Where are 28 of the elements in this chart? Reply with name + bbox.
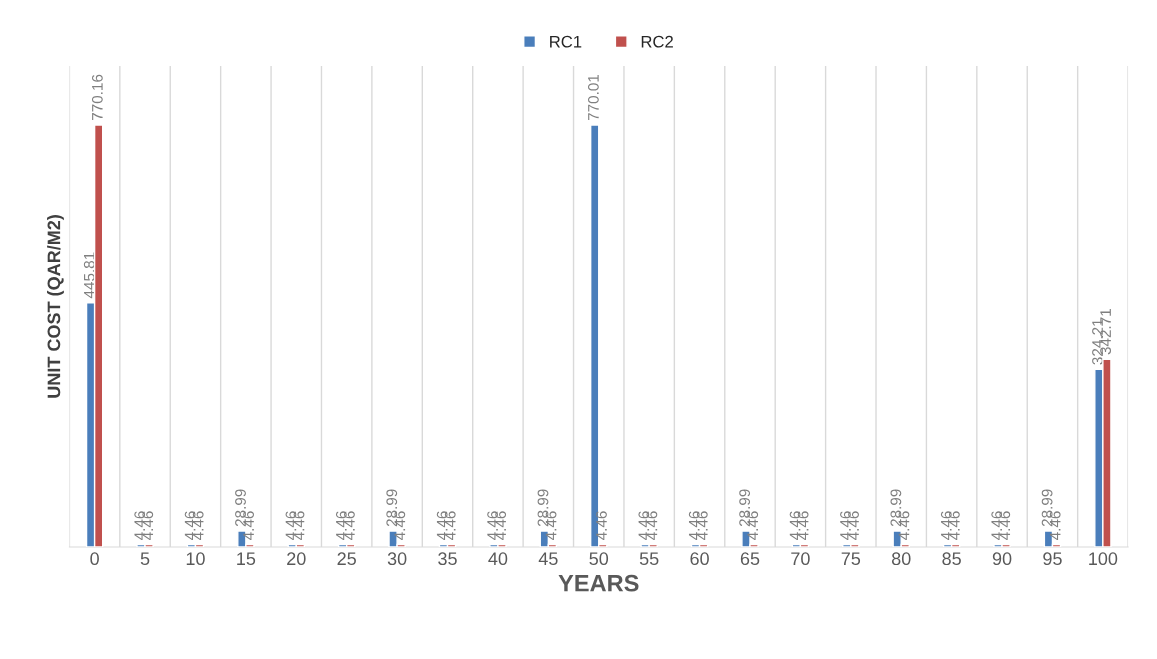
legend-label: RC1: [550, 35, 582, 48]
x-tick-label: 0: [90, 552, 99, 566]
x-tick-label: 5: [140, 552, 150, 566]
x-axis-title: YEARS: [558, 574, 639, 592]
data-label: 770.16: [91, 74, 103, 121]
y-axis-title: UNIT COST (QAR/M2): [47, 215, 64, 398]
x-tick-label: 70: [791, 552, 810, 566]
x-tick-label: 55: [639, 552, 659, 566]
x-tick-label: 15: [237, 552, 256, 566]
data-label: 4.46: [596, 511, 607, 541]
x-tick-label: 90: [992, 552, 1012, 566]
x-tick-label: 10: [186, 552, 205, 566]
x-tick-label: 80: [891, 552, 911, 566]
legend-label: RC2: [641, 35, 673, 48]
x-tick-label: 95: [1043, 552, 1062, 566]
x-tick-label: 20: [287, 552, 306, 566]
x-tick-label: 30: [387, 552, 407, 566]
data-label: 770.01: [588, 74, 599, 121]
x-tick-label: 100: [1089, 552, 1118, 566]
x-tick-label: 65: [740, 552, 760, 566]
x-tick-label: 75: [841, 552, 861, 566]
x-tick-label: 35: [438, 552, 457, 566]
x-tick-label: 40: [488, 552, 508, 566]
x-tick-label: 60: [690, 552, 709, 566]
x-tick-label: 45: [538, 552, 558, 566]
x-tick-label: 25: [337, 552, 356, 566]
x-tick-label: 85: [942, 552, 961, 566]
x-tick-label: 50: [589, 552, 609, 566]
